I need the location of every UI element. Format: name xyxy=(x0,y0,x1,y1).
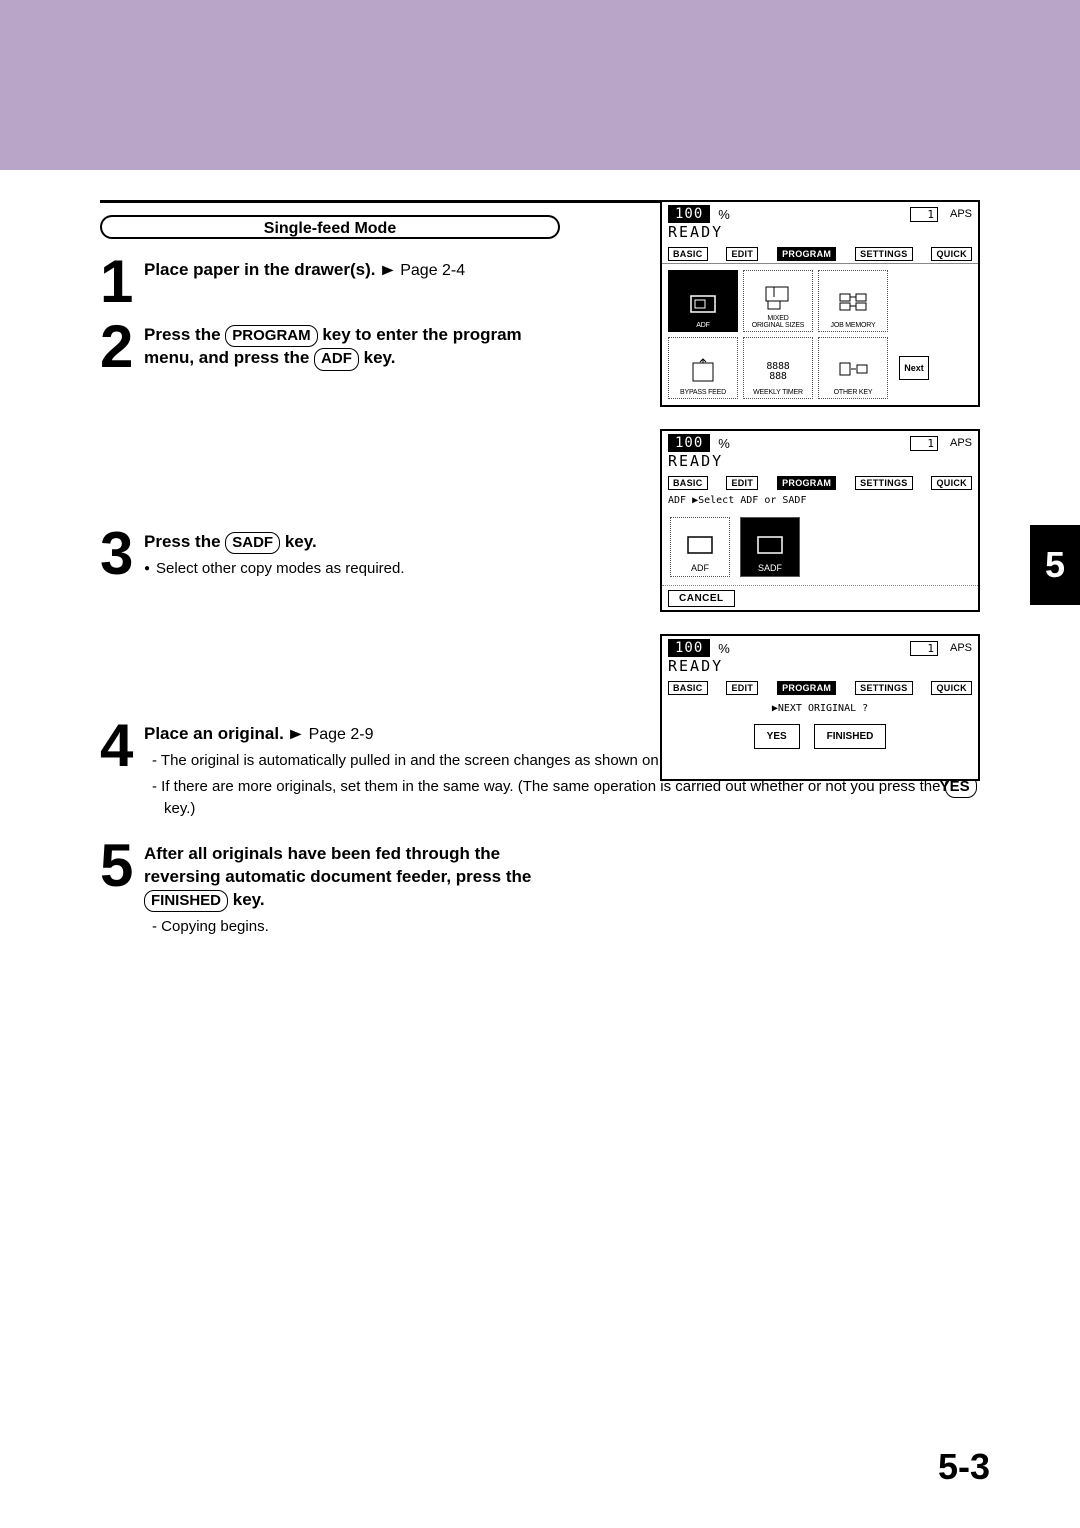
step-1-heading: Place paper in the drawer(s). xyxy=(144,260,375,279)
step-4-d2b: key.) xyxy=(164,800,195,817)
sel-sadf[interactable]: SADF xyxy=(740,517,800,577)
tab-quick[interactable]: QUICK xyxy=(931,681,972,695)
finished-button[interactable]: FINISHED xyxy=(814,724,887,749)
tab-edit[interactable]: EDIT xyxy=(726,681,758,695)
tab-program[interactable]: PROGRAM xyxy=(777,681,836,695)
step-5-d1: Copying begins. xyxy=(152,916,980,937)
copies-value: 1 xyxy=(910,436,938,451)
copies-value: 1 xyxy=(910,641,938,656)
step-3-t2: key. xyxy=(285,532,317,551)
step-2-t3: menu, and press the xyxy=(144,348,314,367)
icon-jobmem[interactable]: JOB MEMORY xyxy=(818,270,888,332)
icon-mixed[interactable]: MIXED ORIGINAL SIZES xyxy=(743,270,813,332)
zoom-value: 100 xyxy=(668,639,710,657)
aps-label: APS xyxy=(950,208,972,220)
ready-label: READY xyxy=(662,452,978,474)
page-number: 5-3 xyxy=(938,1446,990,1488)
step-5-l2a: reversing automatic document feeder, pre… xyxy=(144,867,531,886)
pct-label: % xyxy=(718,207,730,222)
adf-key: ADF xyxy=(314,348,359,370)
ready-label: READY xyxy=(662,223,978,245)
step-2-t1: Press the xyxy=(144,325,225,344)
step-5: 5 After all originals have been fed thro… xyxy=(100,843,980,941)
icon-adf[interactable]: ADF xyxy=(668,270,738,332)
copies-value: 1 xyxy=(910,207,938,222)
step-3-num: 3 xyxy=(100,531,144,576)
sadf-key: SADF xyxy=(225,532,280,554)
tab-edit[interactable]: EDIT xyxy=(726,476,758,490)
zoom-value: 100 xyxy=(668,205,710,223)
sel-adf[interactable]: ADF xyxy=(670,517,730,577)
icon-timer[interactable]: 8888888 WEEKLY TIMER xyxy=(743,337,813,399)
step-4-pageref: Page 2-9 xyxy=(309,726,374,743)
cap-left xyxy=(100,215,120,239)
step-5-num: 5 xyxy=(100,843,144,888)
pct-label: % xyxy=(718,436,730,451)
finished-key: FINISHED xyxy=(144,890,228,912)
tabs-row: BASIC EDIT PROGRAM SETTINGS QUICK xyxy=(662,245,978,263)
tab-basic[interactable]: BASIC xyxy=(668,247,708,261)
mode-title: Single-feed Mode xyxy=(120,215,540,239)
tab-quick[interactable]: QUICK xyxy=(931,476,972,490)
aps-label: APS xyxy=(950,437,972,449)
chapter-tab: 5 xyxy=(1030,525,1080,605)
step-2-t4: key. xyxy=(364,348,396,367)
screen-next-original: 100 % 1 APS READY BASIC EDIT PROGRAM SET… xyxy=(660,634,980,781)
tab-basic[interactable]: BASIC xyxy=(668,681,708,695)
tab-settings[interactable]: SETTINGS xyxy=(855,247,912,261)
step-4-num: 4 xyxy=(100,723,144,768)
step-3-t1: Press the xyxy=(144,532,225,551)
screen-program: 100 % 1 APS READY BASIC EDIT PROGRAM SET… xyxy=(660,200,980,407)
zoom-value: 100 xyxy=(668,434,710,452)
tab-settings[interactable]: SETTINGS xyxy=(855,681,912,695)
tab-settings[interactable]: SETTINGS xyxy=(855,476,912,490)
tab-program[interactable]: PROGRAM xyxy=(777,476,836,490)
top-banner xyxy=(0,0,1080,170)
next-button[interactable]: Next xyxy=(899,356,929,380)
program-key: PROGRAM xyxy=(225,325,317,347)
tab-program[interactable]: PROGRAM xyxy=(777,247,836,261)
step-5-l1: After all originals have been fed throug… xyxy=(144,844,500,863)
sub-line: ADF ▶Select ADF or SADF xyxy=(662,492,978,509)
screen-sadf: 100 % 1 APS READY BASIC EDIT PROGRAM SET… xyxy=(660,429,980,612)
icon-other[interactable]: OTHER KEY xyxy=(818,337,888,399)
screens-column: 100 % 1 APS READY BASIC EDIT PROGRAM SET… xyxy=(660,200,980,803)
tab-edit[interactable]: EDIT xyxy=(726,247,758,261)
tab-basic[interactable]: BASIC xyxy=(668,476,708,490)
step-1-pageref: Page 2-4 xyxy=(400,262,465,279)
ready-label: READY xyxy=(662,657,978,679)
tab-quick[interactable]: QUICK xyxy=(931,247,972,261)
step-2-num: 2 xyxy=(100,324,144,369)
cancel-button[interactable]: CANCEL xyxy=(668,590,735,607)
aps-label: APS xyxy=(950,642,972,654)
step-5-l2b: key. xyxy=(233,890,265,909)
icon-bypass[interactable]: BYPASS FEED xyxy=(668,337,738,399)
cap-right xyxy=(540,215,560,239)
step-1-num: 1 xyxy=(100,259,144,304)
step-2-t2: key to enter the program xyxy=(322,325,521,344)
step-4-heading: Place an original. xyxy=(144,724,284,743)
next-original-q: ▶NEXT ORIGINAL ? xyxy=(662,697,978,724)
yes-button[interactable]: YES xyxy=(754,724,800,749)
pct-label: % xyxy=(718,641,730,656)
